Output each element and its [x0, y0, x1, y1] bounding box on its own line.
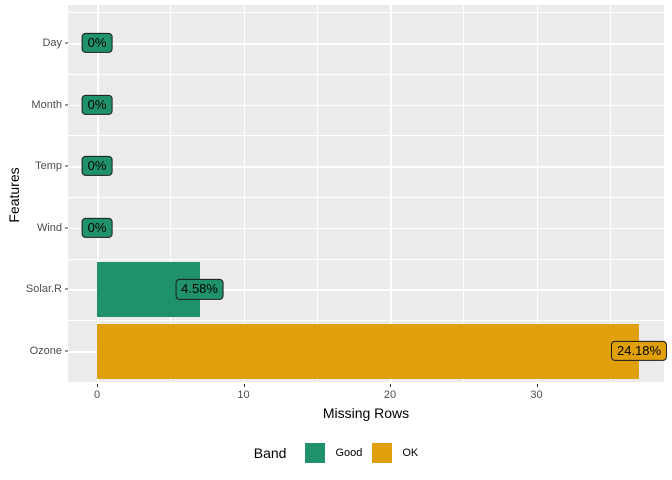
bar-ozone: [97, 323, 640, 379]
y-tick-mark: [65, 104, 68, 106]
legend-title: Band: [253, 445, 287, 461]
bar-label-temp: 0%: [81, 156, 113, 177]
y-tick-mark: [65, 165, 68, 167]
gridline-major-x: [536, 5, 539, 383]
legend-label-good: Good: [335, 447, 363, 459]
y-tick-label-month: Month: [31, 98, 62, 111]
y-tick-label-solar.r: Solar.R: [25, 283, 62, 296]
bar-label-solar.r: 4.58%: [175, 279, 224, 300]
legend-entries: Good OK: [295, 443, 418, 463]
gridline-major-x: [390, 5, 392, 383]
gridline-major-y: [68, 166, 664, 168]
legend-label-ok: OK: [402, 447, 419, 459]
bar-label-month: 0%: [81, 94, 113, 115]
gridline-minor-y: [68, 197, 664, 198]
x-tick-mark: [243, 384, 245, 387]
x-tick-mark: [390, 384, 391, 387]
gridline-major-y: [68, 227, 664, 230]
gridline-minor-x: [170, 5, 172, 383]
gridline-minor-y: [68, 135, 664, 137]
bar-label-wind: 0%: [81, 217, 113, 238]
x-tick-mark: [536, 384, 538, 387]
y-tick-mark: [65, 227, 68, 229]
y-tick-label-ozone: Ozone: [29, 345, 62, 357]
x-axis-title: Missing Rows: [322, 405, 410, 421]
legend-swatch-ok: [372, 443, 393, 463]
y-tick-mark: [65, 288, 68, 290]
y-tick-label-wind: Wind: [36, 221, 62, 234]
x-tick-label: 0: [93, 389, 101, 401]
gridline-minor-y: [68, 381, 664, 383]
legend-entry-good: Good: [305, 443, 362, 463]
bar-label-day: 0%: [81, 32, 113, 54]
gridline-minor-y: [68, 12, 664, 14]
legend: Band Good OK: [0, 441, 672, 465]
gridline-major-y: [68, 104, 664, 107]
bar-label-ozone: 24.18%: [611, 340, 668, 362]
x-tick-label: 30: [530, 389, 543, 401]
x-tick-label: 10: [237, 389, 250, 401]
gridline-major-y: [68, 289, 664, 291]
x-tick-label: 20: [383, 389, 397, 401]
y-axis-title: Features: [6, 167, 22, 223]
gridline-minor-x: [609, 5, 611, 383]
plot-panel: 0% 0% 0% 0% 4.58% 24.18%: [68, 5, 668, 383]
y-tick-label-temp: Temp: [35, 160, 62, 173]
gridline-minor-y: [68, 73, 664, 75]
gridline-minor-y: [68, 258, 664, 260]
gridline-minor-x: [463, 5, 465, 383]
gridline-major-x: [243, 5, 246, 383]
legend-entry-ok: OK: [372, 443, 418, 463]
y-tick-label-day: Day: [42, 37, 62, 49]
gridline-minor-y: [68, 320, 664, 322]
y-tick-mark: [65, 42, 68, 44]
x-tick-mark: [97, 384, 98, 387]
gridline-major-y: [68, 43, 664, 45]
legend-swatch-good: [305, 443, 326, 463]
gridline-major-x: [97, 5, 99, 383]
y-tick-mark: [65, 350, 68, 352]
gridline-minor-x: [316, 5, 318, 383]
